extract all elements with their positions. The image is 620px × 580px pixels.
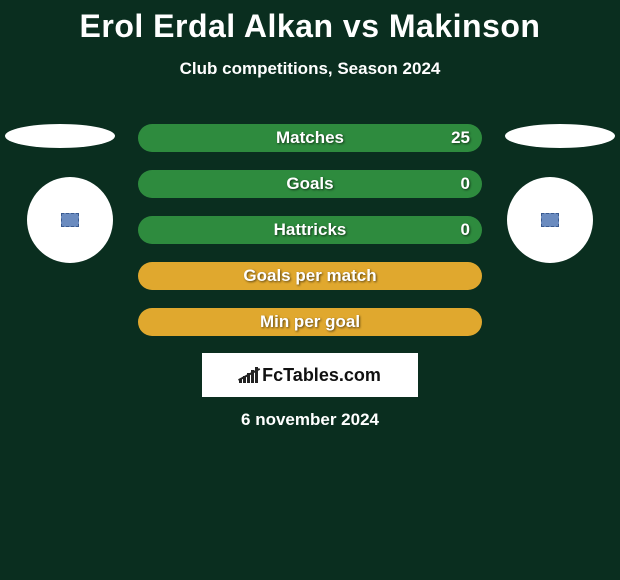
stat-value-right: 25 [451,128,470,148]
page-subtitle: Club competitions, Season 2024 [0,45,620,79]
stat-row: Hattricks0 [138,216,482,244]
footer-date: 6 november 2024 [0,410,620,430]
brand-bars-icon [239,367,258,383]
accent-ellipse-left [5,124,115,148]
brand-text: FcTables.com [262,365,381,386]
stat-label: Goals per match [138,266,482,286]
stat-value-right: 0 [461,174,470,194]
player-avatar-left [27,177,113,263]
stat-label: Goals [138,174,482,194]
stats-container: Matches25Goals0Hattricks0Goals per match… [138,124,482,354]
stat-row: Matches25 [138,124,482,152]
stat-row: Min per goal [138,308,482,336]
stat-value-right: 0 [461,220,470,240]
accent-ellipse-right [505,124,615,148]
player-avatar-right [507,177,593,263]
stat-label: Matches [138,128,482,148]
avatar-placeholder-icon [61,213,79,227]
stat-label: Hattricks [138,220,482,240]
stat-label: Min per goal [138,312,482,332]
page-title: Erol Erdal Alkan vs Makinson [0,0,620,45]
avatar-placeholder-icon [541,213,559,227]
brand-box: FcTables.com [202,353,418,397]
stat-row: Goals0 [138,170,482,198]
brand-logo: FcTables.com [239,365,381,386]
stat-row: Goals per match [138,262,482,290]
